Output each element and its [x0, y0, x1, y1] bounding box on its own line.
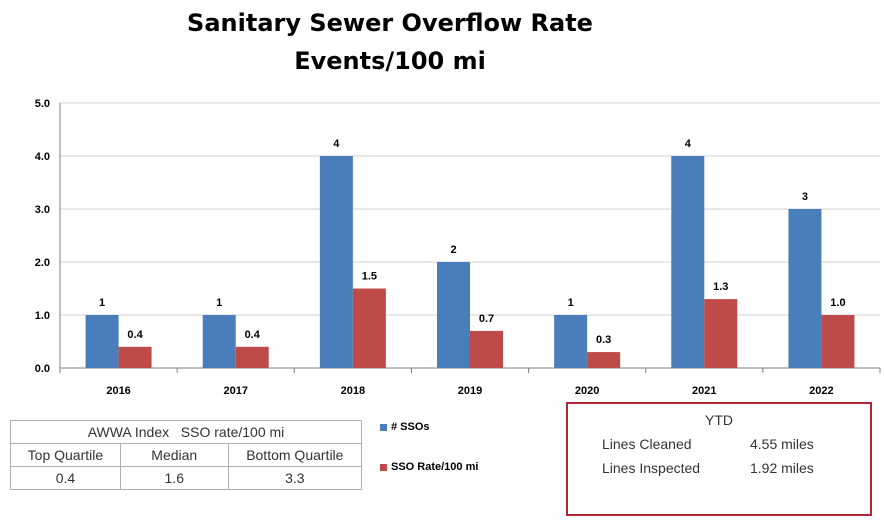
x-tick-label-2016: 2016 — [106, 385, 130, 397]
bar-sso-rate-2022 — [821, 315, 855, 368]
bar-ssos-2020 — [554, 315, 588, 368]
data-label-ssos-2022: 3 — [802, 191, 808, 203]
data-label-sso-rate-2016: 0.4 — [127, 329, 143, 341]
bar-ssos-2019 — [437, 262, 470, 368]
bar-sso-rate-2018 — [352, 288, 386, 368]
y-tick-label: 1.0 — [35, 310, 50, 322]
ytd-label-lines-inspected: Lines Inspected — [602, 460, 701, 476]
chart-title-block: Sanitary Sewer Overflow Rate Events/100 … — [150, 4, 630, 80]
ytd-row-lines-inspected: Lines Inspected 1.92 miles — [602, 460, 842, 480]
bar-ssos-2017 — [202, 315, 236, 368]
bar-sso-rate-2017 — [235, 346, 269, 368]
ytd-summary-box: YTD Lines Cleaned 4.55 miles Lines Inspe… — [566, 402, 872, 516]
x-tick-label-2020: 2020 — [575, 385, 599, 397]
x-tick-label-2017: 2017 — [223, 385, 247, 397]
data-label-ssos-2021: 4 — [685, 138, 692, 150]
ytd-title: YTD — [705, 412, 733, 428]
bar-ssos-2022 — [788, 209, 822, 368]
data-label-ssos-2018: 4 — [333, 138, 340, 150]
legend-label-sso-rate: SSO Rate/100 mi — [391, 461, 479, 473]
chart-legend: # SSOs SSO Rate/100 mi — [380, 420, 478, 474]
data-label-ssos-2020: 1 — [568, 297, 574, 309]
data-label-sso-rate-2022: 1.0 — [830, 297, 845, 309]
data-label-ssos-2017: 1 — [216, 297, 222, 309]
data-label-sso-rate-2019: 0.7 — [479, 313, 494, 325]
bar-sso-rate-2016 — [118, 346, 152, 368]
ytd-value-lines-inspected: 1.92 miles — [750, 460, 814, 476]
awwa-col-top-quartile: Top Quartile — [10, 443, 121, 467]
bar-sso-rate-2019 — [470, 330, 503, 368]
awwa-val-bottom-quartile: 3.3 — [227, 466, 363, 490]
y-tick-label: 4.0 — [35, 151, 50, 163]
y-tick-label: 2.0 — [35, 257, 50, 269]
awwa-val-median: 1.6 — [119, 466, 229, 490]
awwa-val-top-quartile: 0.4 — [10, 466, 121, 490]
ytd-row-lines-cleaned: Lines Cleaned 4.55 miles — [602, 436, 842, 456]
data-label-ssos-2016: 1 — [99, 297, 105, 309]
ytd-value-lines-cleaned: 4.55 miles — [750, 436, 814, 452]
legend-label-ssos: # SSOs — [391, 421, 430, 433]
chart-subtitle: Events/100 mi — [294, 47, 486, 75]
x-tick-label-2018: 2018 — [341, 385, 365, 397]
data-label-sso-rate-2021: 1.3 — [713, 281, 728, 293]
bar-chart: 0.01.02.03.04.05.010.4201610.4201741.520… — [35, 98, 881, 397]
data-label-sso-rate-2018: 1.5 — [362, 271, 377, 283]
y-tick-label: 5.0 — [35, 98, 50, 110]
bar-sso-rate-2020 — [587, 352, 621, 368]
y-tick-label: 3.0 — [35, 204, 50, 216]
data-label-ssos-2019: 2 — [450, 244, 456, 256]
bar-ssos-2021 — [671, 156, 705, 368]
data-label-sso-rate-2017: 0.4 — [245, 329, 261, 341]
legend-item-sso-rate: SSO Rate/100 mi — [380, 460, 478, 474]
ytd-label-lines-cleaned: Lines Cleaned — [602, 436, 692, 452]
data-label-sso-rate-2020: 0.3 — [596, 334, 611, 346]
awwa-col-median: Median — [119, 443, 229, 467]
legend-swatch-sso-rate — [380, 463, 387, 471]
awwa-col-bottom-quartile: Bottom Quartile — [227, 443, 363, 467]
bar-sso-rate-2021 — [704, 299, 738, 368]
y-tick-label: 0.0 — [35, 363, 50, 375]
x-tick-label-2021: 2021 — [692, 385, 716, 397]
chart-title: Sanitary Sewer Overflow Rate — [187, 9, 593, 37]
legend-swatch-ssos — [380, 423, 387, 431]
bar-ssos-2018 — [319, 156, 353, 368]
awwa-index-table: AWWA Index SSO rate/100 mi Top Quartile … — [10, 420, 363, 490]
x-tick-label-2022: 2022 — [809, 385, 833, 397]
bar-ssos-2016 — [85, 315, 119, 368]
awwa-table-header: AWWA Index SSO rate/100 mi — [10, 420, 362, 444]
legend-item-ssos: # SSOs — [380, 420, 478, 434]
x-tick-label-2019: 2019 — [458, 385, 482, 397]
